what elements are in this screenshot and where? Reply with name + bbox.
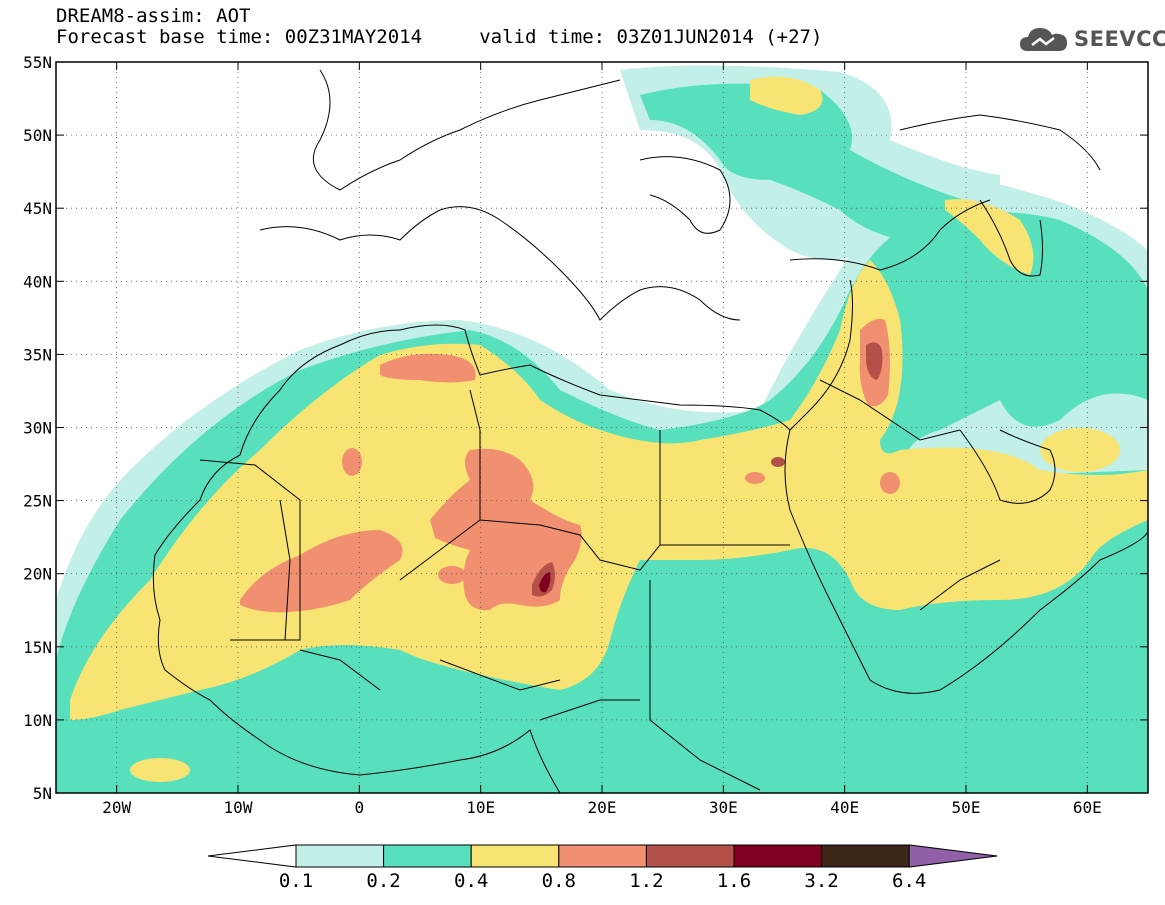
aot-band-1.2	[532, 342, 883, 597]
colorbar-cell	[645, 844, 735, 868]
cloud-icon	[1020, 28, 1067, 51]
lon-label: 30E	[709, 798, 738, 817]
title-line-2: Forecast base time: 00Z31MAY2014 valid t…	[56, 26, 823, 48]
lat-label: 20N	[23, 565, 52, 584]
lon-label: 20E	[588, 798, 617, 817]
aot-band-1.6	[539, 572, 551, 593]
lon-label: 10E	[466, 798, 495, 817]
colorbar-cell	[733, 844, 823, 868]
logo-text: SEEVCCC	[1074, 27, 1165, 51]
colorbar-label: 0.2	[366, 870, 400, 892]
lat-label: 50N	[23, 126, 52, 145]
lon-label: 60E	[1073, 798, 1102, 817]
colorbar-label: 1.2	[629, 870, 663, 892]
colorbar-label: 6.4	[892, 870, 926, 892]
lat-label: 45N	[23, 199, 52, 218]
lat-label: 5N	[33, 784, 52, 803]
colorbar-label: 0.4	[454, 870, 488, 892]
lon-label: 40E	[830, 798, 859, 817]
axis-labels: 55N 50N 45N 40N 35N 30N 25N 20N 15N 10N 5N 20W 10W 0 1…	[23, 53, 1102, 817]
colorbar-cell	[470, 844, 560, 868]
colorbar-arrow-low	[207, 844, 297, 868]
colorbar-label: 0.8	[542, 870, 576, 892]
lon-label: 0	[355, 798, 365, 817]
colorbar-cell	[821, 844, 910, 868]
lat-label: 30N	[23, 419, 52, 438]
colorbar-label: 3.2	[804, 870, 838, 892]
lat-label: 10N	[23, 711, 52, 730]
colorbar-label: 1.6	[717, 870, 751, 892]
colorbar-cell	[295, 844, 385, 868]
colorbar: 0.1 0.2 0.4 0.8 1.2 1.6 3.2 6.4	[207, 844, 998, 892]
lon-label: 20W	[102, 798, 131, 817]
coastlines	[152, 69, 1148, 793]
colorbar-arrow-high	[908, 844, 998, 868]
title-line-1: DREAM8-assim: AOT	[56, 5, 251, 27]
lon-label: 10W	[224, 798, 253, 817]
lat-label: 15N	[23, 638, 52, 657]
lat-label: 40N	[23, 272, 52, 291]
colorbar-label: 0.1	[279, 870, 313, 892]
lon-label: 50E	[952, 798, 981, 817]
lat-label: 25N	[23, 492, 52, 511]
colorbar-cell	[558, 844, 647, 868]
gridlines	[56, 61, 1148, 794]
lat-label: 55N	[23, 53, 52, 72]
lat-label: 35N	[23, 345, 52, 364]
seevccc-logo: SEEVCCC	[1018, 22, 1165, 56]
colorbar-cell	[383, 844, 472, 868]
